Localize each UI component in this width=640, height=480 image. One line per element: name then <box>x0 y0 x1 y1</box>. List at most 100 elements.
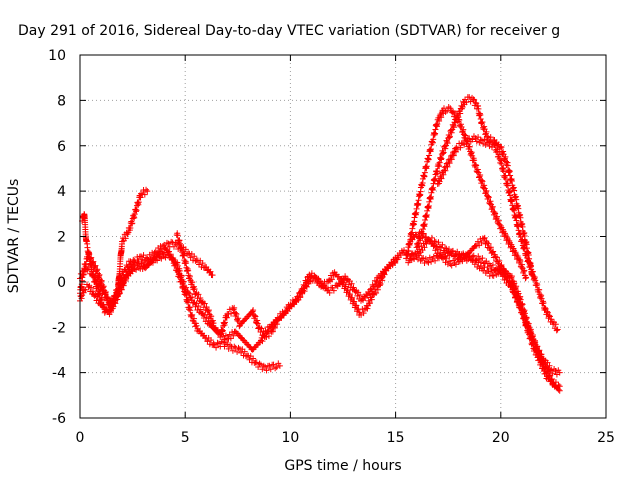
data-point <box>458 102 465 109</box>
data-point <box>199 299 206 306</box>
data-point <box>527 263 534 270</box>
data-point <box>432 257 439 264</box>
y-tick-label: 10 <box>48 48 66 64</box>
data-point <box>192 303 199 310</box>
data-point <box>479 255 486 262</box>
data-point <box>527 326 534 333</box>
data-point <box>469 136 476 143</box>
data-point <box>148 259 155 266</box>
data-point <box>481 234 488 241</box>
data-point <box>189 294 196 301</box>
data-point <box>544 369 551 376</box>
data-point <box>163 239 170 246</box>
data-point <box>249 308 256 315</box>
data-point <box>544 359 551 366</box>
data-point <box>201 300 208 307</box>
data-points <box>77 94 563 394</box>
data-point <box>347 291 354 298</box>
data-point <box>449 247 456 254</box>
data-point <box>439 241 446 248</box>
data-point <box>460 126 467 133</box>
x-tick-label: 15 <box>387 430 405 446</box>
data-point <box>80 271 87 278</box>
data-point <box>507 244 514 251</box>
data-point <box>483 128 490 135</box>
data-point <box>446 160 453 167</box>
data-point <box>349 294 356 301</box>
data-point <box>495 217 502 224</box>
data-point <box>542 305 549 312</box>
data-point <box>295 296 302 303</box>
data-point <box>425 259 432 266</box>
data-point <box>494 148 501 155</box>
data-point <box>548 366 555 373</box>
series-10 <box>405 234 563 394</box>
data-point <box>546 313 553 320</box>
data-point <box>159 250 166 257</box>
chart-title: Day 291 of 2016, Sidereal Day-to-day VTE… <box>18 23 560 39</box>
data-point <box>303 279 310 286</box>
data-point <box>135 264 142 271</box>
plot-frame <box>79 54 607 419</box>
data-point <box>451 259 458 266</box>
data-point <box>529 333 536 340</box>
data-point <box>537 354 544 361</box>
data-point <box>130 256 137 263</box>
data-point <box>176 267 183 274</box>
data-point <box>446 134 453 141</box>
data-point <box>209 317 216 324</box>
data-point <box>263 334 270 341</box>
data-point <box>203 304 210 311</box>
data-point <box>298 286 305 293</box>
data-point <box>207 268 214 275</box>
data-point <box>297 293 304 300</box>
data-point <box>252 313 259 320</box>
data-point <box>254 320 261 327</box>
data-point <box>220 339 227 346</box>
data-point <box>438 175 445 182</box>
data-point <box>492 141 499 148</box>
data-point <box>432 247 439 254</box>
data-point <box>480 140 487 147</box>
data-point <box>241 348 248 355</box>
data-point <box>189 311 196 318</box>
data-point <box>94 293 101 300</box>
data-point <box>474 166 481 173</box>
data-point <box>471 96 478 103</box>
data-point <box>360 310 367 317</box>
x-tick-label: 20 <box>492 430 510 446</box>
data-point <box>366 300 373 307</box>
axis-ticks: 0 5 10 15 20 25 -6 -4 -2 0 2 4 6 8 10 <box>48 48 615 446</box>
data-point <box>544 308 551 315</box>
data-point <box>448 262 455 269</box>
data-point <box>342 273 349 280</box>
data-point <box>446 133 453 140</box>
data-point <box>517 258 524 265</box>
data-point <box>431 238 438 245</box>
data-point <box>98 284 105 291</box>
data-point <box>344 287 351 294</box>
data-point <box>274 321 281 328</box>
data-point <box>233 311 240 318</box>
data-point <box>452 119 459 126</box>
data-point <box>544 309 551 316</box>
data-point <box>489 204 496 211</box>
data-point <box>519 261 526 268</box>
data-point <box>415 233 422 240</box>
data-point <box>258 325 265 332</box>
data-point <box>138 260 145 267</box>
data-point <box>270 361 277 368</box>
data-point <box>276 362 283 369</box>
data-point <box>502 153 509 160</box>
data-point <box>440 105 447 112</box>
data-point <box>496 151 503 158</box>
data-point <box>457 144 464 151</box>
data-point <box>95 273 102 280</box>
data-point <box>221 336 228 343</box>
data-point <box>353 302 360 309</box>
data-point <box>448 129 455 136</box>
data-point <box>253 359 260 366</box>
y-tick-label: -6 <box>52 411 66 427</box>
data-point <box>455 114 462 121</box>
